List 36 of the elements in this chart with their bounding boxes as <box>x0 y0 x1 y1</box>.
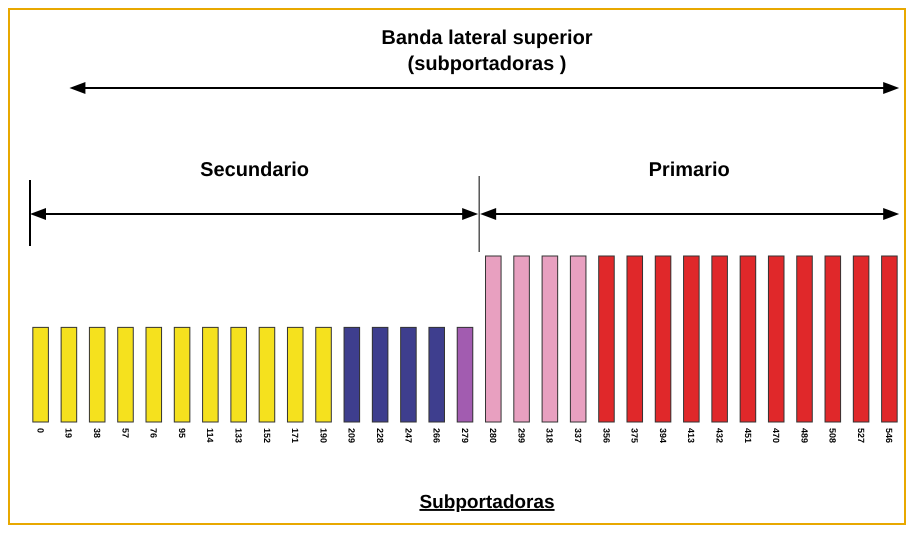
x-tick-label: 190 <box>318 428 328 444</box>
x-tick-label: 209 <box>346 428 357 444</box>
x-tick-label: 527 <box>856 428 866 444</box>
x-tick-label: 280 <box>488 428 498 444</box>
text: Secundario <box>200 159 310 181</box>
x-tick-label: 228 <box>374 428 385 444</box>
x-tick-label: 133 <box>234 428 244 444</box>
x-tick-label: 356 <box>601 428 612 444</box>
x-tick-label: 95 <box>176 428 187 438</box>
x-tick-label: 114 <box>205 428 216 443</box>
x-tick-label: 76 <box>148 428 159 438</box>
x-tick-label: 375 <box>630 428 640 444</box>
x-tick-label: 413 <box>686 428 696 444</box>
x-tick-label: 299 <box>516 428 526 444</box>
x-tick-label: 394 <box>658 428 668 444</box>
chart-subtitle: (subportadoras ) <box>408 53 566 75</box>
x-tick-label: 279 <box>460 428 470 444</box>
x-tick-label: 451 <box>742 428 753 444</box>
x-tick-label: 266 <box>432 428 442 444</box>
x-tick-label: 546 <box>884 428 894 444</box>
x-tick-label: 508 <box>828 428 838 444</box>
chart-title: Banda lateral superior <box>381 27 593 49</box>
x-tick-label: 171 <box>290 428 300 444</box>
x-tick-label: 57 <box>120 428 130 438</box>
x-tick-label: 432 <box>714 428 724 444</box>
x-tick-label: 470 <box>771 428 782 444</box>
x-tick-label: 337 <box>573 428 584 444</box>
x-tick-label: 152 <box>262 428 272 444</box>
x-tick-label: 489 <box>799 428 810 444</box>
x-axis-title: Subportadoras <box>419 492 555 513</box>
x-tick-label: 19 <box>64 428 74 438</box>
x-tick-label: 247 <box>403 428 414 444</box>
x-tick-label: 318 <box>544 428 555 444</box>
text: Primario <box>648 159 730 181</box>
x-tick-label: 38 <box>92 428 102 438</box>
x-tick-label: 0 <box>35 428 46 434</box>
